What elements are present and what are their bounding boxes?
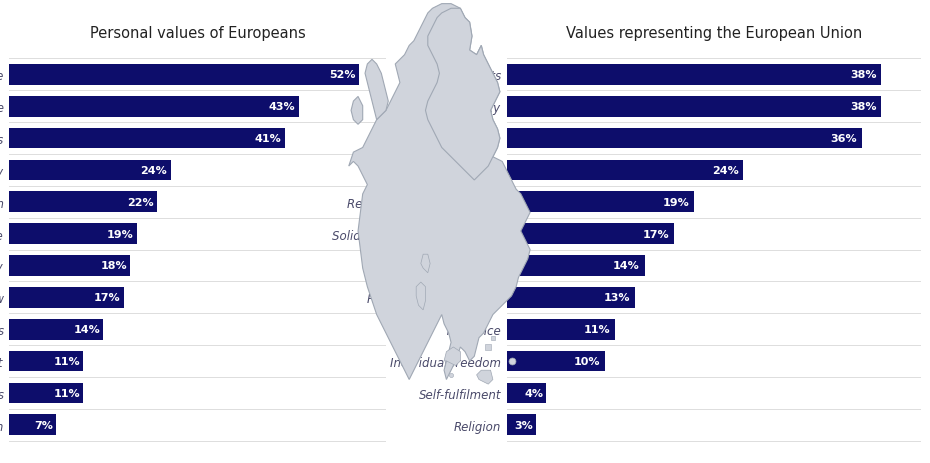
Bar xyxy=(507,383,546,403)
Bar xyxy=(507,192,694,213)
PathPatch shape xyxy=(349,5,530,380)
Bar xyxy=(9,256,130,276)
Text: 38%: 38% xyxy=(850,70,876,80)
Title: Values representing the European Union: Values representing the European Union xyxy=(565,26,862,41)
Bar xyxy=(9,383,84,403)
Bar xyxy=(9,97,299,117)
Bar xyxy=(9,414,57,435)
Bar xyxy=(507,288,635,308)
Bar xyxy=(507,65,882,86)
Text: 3%: 3% xyxy=(514,420,534,430)
Text: 19%: 19% xyxy=(107,229,134,239)
Text: 18%: 18% xyxy=(100,261,127,271)
Title: Personal values of Europeans: Personal values of Europeans xyxy=(90,26,305,41)
Bar xyxy=(9,224,137,244)
Bar xyxy=(507,97,882,117)
Bar xyxy=(9,319,103,340)
Text: 4%: 4% xyxy=(525,388,543,398)
PathPatch shape xyxy=(476,370,493,384)
Text: 24%: 24% xyxy=(711,166,738,175)
Bar xyxy=(507,256,644,276)
Bar xyxy=(507,351,605,372)
Bar xyxy=(9,65,359,86)
Bar xyxy=(9,192,157,213)
Text: 17%: 17% xyxy=(643,229,670,239)
Bar xyxy=(507,224,674,244)
Text: 11%: 11% xyxy=(584,325,610,334)
Bar xyxy=(9,351,84,372)
PathPatch shape xyxy=(351,97,363,125)
Bar xyxy=(9,288,124,308)
PathPatch shape xyxy=(425,9,499,181)
Bar xyxy=(507,319,616,340)
PathPatch shape xyxy=(416,282,425,310)
Text: 19%: 19% xyxy=(662,197,689,207)
Text: 13%: 13% xyxy=(604,293,630,303)
PathPatch shape xyxy=(365,60,388,120)
Text: 14%: 14% xyxy=(73,325,100,334)
Text: 43%: 43% xyxy=(269,102,295,112)
Text: 22%: 22% xyxy=(127,197,153,207)
Text: 36%: 36% xyxy=(830,134,857,144)
Bar xyxy=(507,414,537,435)
PathPatch shape xyxy=(444,347,460,366)
Text: 52%: 52% xyxy=(329,70,355,80)
Text: 10%: 10% xyxy=(574,357,601,366)
Text: 24%: 24% xyxy=(140,166,167,175)
Bar xyxy=(9,128,286,149)
Text: 41%: 41% xyxy=(255,134,282,144)
Bar xyxy=(9,160,171,181)
PathPatch shape xyxy=(420,255,430,273)
Text: 14%: 14% xyxy=(613,261,640,271)
Text: 17%: 17% xyxy=(94,293,120,303)
Text: 7%: 7% xyxy=(34,420,53,430)
Text: 38%: 38% xyxy=(850,102,876,112)
Text: 11%: 11% xyxy=(53,388,80,398)
Bar xyxy=(507,160,743,181)
Text: 11%: 11% xyxy=(53,357,80,366)
Bar xyxy=(507,128,861,149)
